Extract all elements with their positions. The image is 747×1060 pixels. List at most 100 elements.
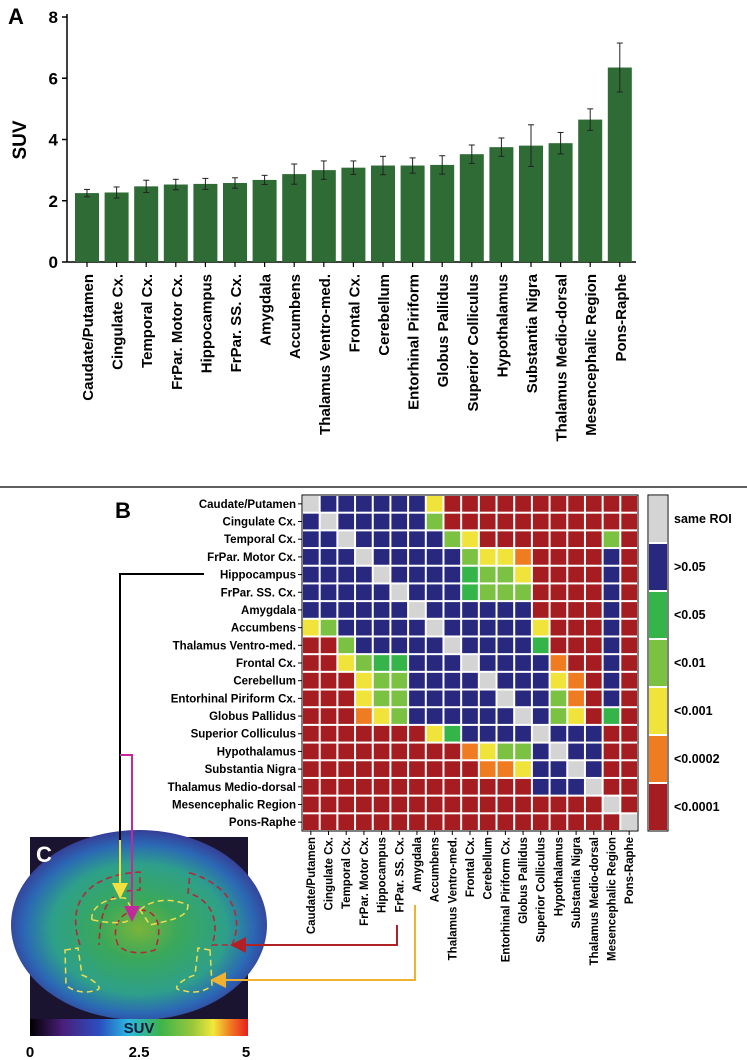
heatmap-cell (550, 672, 567, 689)
heatmap-cell (497, 655, 514, 671)
heatmap-cell (320, 690, 337, 707)
heatmap-cell (532, 584, 549, 601)
heatmap-cell (303, 584, 319, 601)
heatmap-cell (373, 513, 390, 530)
x-tick-label: FrPar. Motor Cx. (169, 274, 186, 390)
heatmap-cell (497, 814, 514, 830)
heatmap-cell (444, 496, 461, 512)
x-tick-label: Mesencephalic Region (583, 274, 600, 436)
heatmap-cell (497, 619, 514, 636)
heatmap-cell (462, 655, 478, 671)
col-label: Accumbens (430, 837, 442, 902)
heatmap-cell (444, 619, 461, 636)
heatmap-cell (603, 796, 620, 813)
heatmap-cell (320, 778, 337, 795)
heatmap-cell (603, 566, 620, 583)
heatmap-cell (515, 637, 531, 654)
heatmap-cell (303, 778, 319, 795)
heatmap-cell (568, 743, 584, 760)
heatmap-cell (515, 513, 531, 530)
heatmap-cell (462, 778, 478, 795)
heatmap-cell (568, 655, 584, 671)
heatmap-cell (479, 549, 496, 565)
heatmap-cell (621, 602, 637, 618)
heatmap-cell (568, 513, 584, 530)
heatmap-cell (303, 531, 319, 548)
heatmap-cell (585, 566, 602, 583)
col-label: Hippocampus (377, 837, 389, 913)
heatmap-cell (603, 496, 620, 512)
heatmap-cell (409, 814, 425, 830)
heatmap-cell (373, 496, 390, 512)
heatmap-cell (373, 725, 390, 742)
heatmap-cell (515, 619, 531, 636)
heatmap-cell (391, 566, 408, 583)
heatmap-cell (303, 655, 319, 671)
heatmap-cell (356, 655, 372, 671)
heatmap-cell (338, 549, 355, 565)
legend-label: <0.0001 (674, 800, 720, 814)
heatmap-cell (409, 549, 425, 565)
heatmap-cell (585, 513, 602, 530)
heatmap-cell (603, 619, 620, 636)
heatmap-cell (515, 672, 531, 689)
heatmap-cell (373, 761, 390, 777)
heatmap-cell (409, 725, 425, 742)
heatmap-cell (550, 513, 567, 530)
x-tick-label: Thalamus Medio-dorsal (554, 274, 571, 442)
heatmap-cell (391, 672, 408, 689)
col-label: Temporal Cx. (341, 837, 353, 909)
heatmap-cell (603, 637, 620, 654)
heatmap-cell (479, 513, 496, 530)
heatmap-cell (356, 619, 372, 636)
legend-label: >0.05 (674, 560, 706, 574)
row-label: Cingulate Cx. (223, 517, 296, 529)
heatmap-cell (426, 496, 443, 512)
heatmap-cell (444, 814, 461, 830)
heatmap-cell (320, 584, 337, 601)
heatmap-cell (585, 796, 602, 813)
legend-label: <0.001 (674, 704, 713, 718)
heatmap-cell (515, 743, 531, 760)
heatmap-cell (568, 637, 584, 654)
panel-label-c: C (36, 842, 52, 867)
heatmap-cell (303, 672, 319, 689)
heatmap-cell (320, 761, 337, 777)
heatmap-cell (479, 531, 496, 548)
heatmap-cell (356, 672, 372, 689)
heatmap-legend: same ROI >0.05 <0.05 <0.01 <0.001 <0.0002 <0.0… (647, 494, 732, 832)
heatmap-cell (338, 743, 355, 760)
row-label: FrPar. SS. Cx. (221, 587, 296, 599)
x-tick-label: Amygdala (258, 273, 275, 345)
row-label: Frontal Cx. (236, 658, 296, 670)
heatmap-cell (356, 761, 372, 777)
heatmap-cell (585, 814, 602, 830)
heatmap-cell (585, 690, 602, 707)
heatmap-cell (515, 761, 531, 777)
heatmap-cell (585, 672, 602, 689)
x-tick-label: Entorhinal Piriform (406, 274, 423, 410)
heatmap-cell (303, 619, 319, 636)
heatmap-cell (426, 814, 443, 830)
legend-label: same ROI (674, 512, 732, 526)
heatmap-cell (585, 708, 602, 724)
y-tick-label: 8 (49, 8, 58, 27)
row-label: Substantia Nigra (205, 764, 297, 776)
heatmap-cell (515, 796, 531, 813)
col-label: Thalamus Ventro-med. (447, 837, 459, 960)
x-tick-label: Cingulate Cx. (110, 274, 127, 370)
heatmap-cell (426, 725, 443, 742)
col-label: Cerebellum (483, 837, 495, 900)
heatmap-cell (338, 690, 355, 707)
x-tick-label: Substantia Nigra (524, 273, 541, 393)
heatmap-cell (585, 602, 602, 618)
heatmap-cell (621, 566, 637, 583)
heatmap-cell (550, 814, 567, 830)
col-label: Caudate/Putamen (306, 837, 318, 934)
heatmap-cell (303, 690, 319, 707)
heatmap-cell (409, 602, 425, 618)
heatmap-cell (373, 637, 390, 654)
heatmap-cell (338, 496, 355, 512)
heatmap-cell (444, 778, 461, 795)
y-tick-label: 2 (49, 192, 58, 211)
